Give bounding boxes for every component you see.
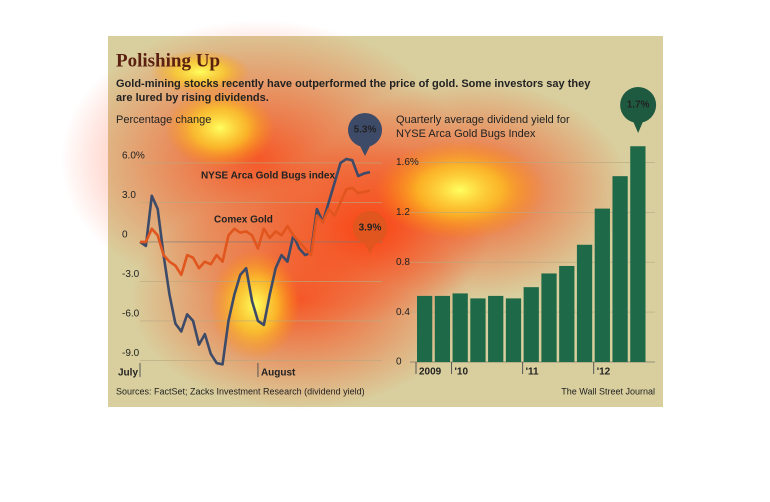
end-pin	[359, 144, 371, 156]
bar	[488, 295, 504, 362]
left-chart-title: Percentage change	[116, 114, 211, 126]
bar	[541, 273, 557, 362]
right-chart-title: Quarterly average dividend yield for	[396, 114, 570, 126]
y-tick-label: -6.0	[122, 309, 140, 320]
series-line	[140, 186, 371, 277]
subtitle: are lured by rising dividends.	[116, 92, 269, 104]
x-tick-label: '11	[526, 367, 539, 378]
bar	[434, 295, 451, 362]
bar	[612, 176, 628, 362]
end-bubble	[348, 113, 382, 147]
y-tick-label: 6.0%	[122, 151, 145, 162]
y-tick-label: 0.4	[396, 307, 410, 318]
y-tick-label: 3.0	[122, 190, 136, 201]
credit: The Wall Street Journal	[561, 386, 655, 396]
bar	[523, 287, 539, 362]
bar	[559, 265, 575, 362]
end-bubble	[353, 211, 387, 245]
bar	[576, 244, 593, 362]
y-tick-label: 1.2	[396, 207, 410, 218]
y-tick-label: 1.6%	[396, 157, 419, 168]
bar	[594, 208, 610, 362]
x-tick-label: '12	[597, 367, 611, 378]
x-tick-label: August	[261, 368, 296, 379]
x-tick-label: July	[118, 368, 138, 379]
bar	[470, 298, 486, 362]
y-tick-label: 0	[122, 230, 128, 241]
y-tick-label: -9.0	[122, 348, 140, 359]
bar	[417, 295, 433, 362]
end-pin	[364, 242, 376, 254]
bar	[630, 146, 646, 362]
end-label: 5.3%	[354, 125, 377, 136]
y-tick-label: 0	[396, 357, 402, 368]
series-label: NYSE Arca Gold Bugs index	[201, 171, 336, 182]
subtitle: Gold-mining stocks recently have outperf…	[116, 78, 591, 90]
value-label: 1.7%	[627, 100, 650, 111]
x-tick-label: '10	[455, 367, 469, 378]
x-tick-label: 2009	[419, 367, 442, 378]
title: Polishing Up	[116, 50, 220, 71]
y-tick-label: -3.0	[122, 269, 140, 280]
series-line	[139, 157, 371, 366]
bar	[505, 298, 522, 362]
end-label: 3.9%	[359, 223, 382, 234]
source: Sources: FactSet; Zacks Investment Resea…	[116, 386, 365, 396]
right-chart-title: NYSE Arca Gold Bugs Index	[396, 128, 536, 140]
label-bubble	[620, 87, 657, 123]
series-label: Comex Gold	[214, 215, 273, 226]
y-tick-label: 0.8	[396, 257, 410, 268]
bar	[452, 293, 468, 362]
